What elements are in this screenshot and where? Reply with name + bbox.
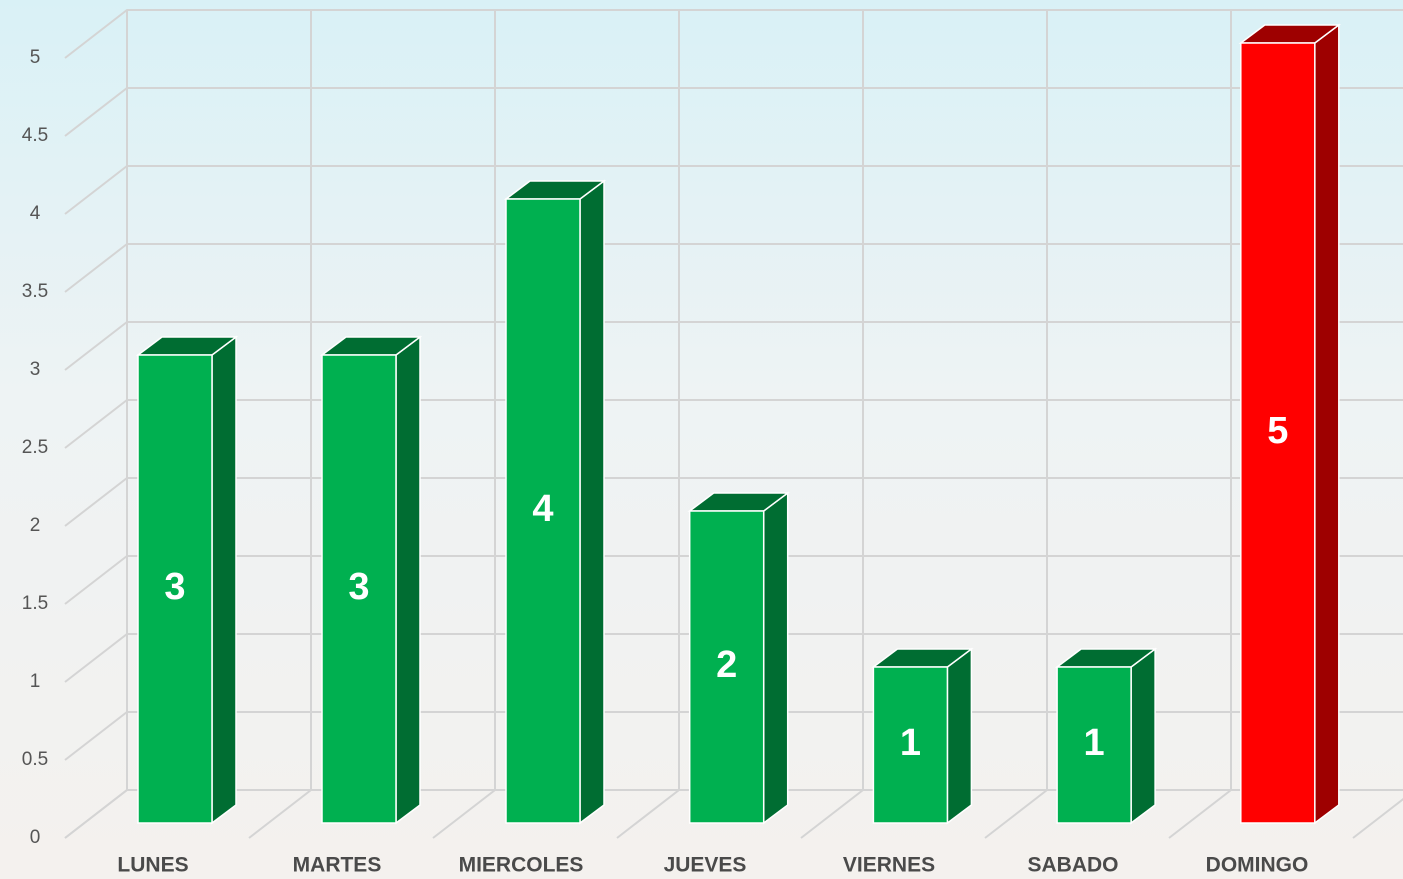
bar	[135, 335, 239, 825]
y-tick-label: 3.5	[22, 281, 48, 302]
bar	[319, 335, 423, 825]
category-grid-line	[1168, 10, 1232, 839]
y-tick-label: 1.5	[22, 593, 48, 614]
bar	[503, 179, 607, 825]
y-tick-label: 4.5	[22, 125, 48, 146]
y-tick-label: 0	[30, 827, 41, 848]
category-grid-line	[984, 10, 1048, 839]
category-grid-line	[248, 10, 312, 839]
y-tick-label: 2	[30, 515, 41, 536]
bar-side	[946, 647, 973, 825]
category-grid-line	[1352, 798, 1403, 839]
bar	[1054, 647, 1158, 825]
bar-front	[1056, 666, 1132, 824]
bar-side	[1130, 647, 1156, 825]
bar	[1238, 23, 1342, 825]
y-tick-label: 0.5	[22, 749, 48, 770]
x-tick-label: JUEVES	[664, 854, 747, 877]
bar-side	[762, 491, 789, 825]
y-tick-label: 4	[30, 203, 41, 224]
y-tick-label: 1	[30, 671, 41, 692]
bar	[687, 491, 790, 825]
value-label: 1	[900, 722, 921, 764]
x-tick-label: DOMINGO	[1206, 854, 1309, 877]
bar-front	[505, 198, 581, 824]
bar-front	[872, 666, 949, 824]
bar-front	[1240, 42, 1316, 824]
value-label: 3	[164, 566, 185, 608]
x-tick-label: VIERNES	[843, 854, 935, 877]
category-grid-line	[432, 10, 496, 839]
category-grid-line	[64, 10, 128, 839]
value-label: 1	[1084, 722, 1105, 764]
bar-side	[395, 335, 421, 825]
x-tick-label: LUNES	[117, 854, 188, 877]
bar-side	[579, 179, 605, 825]
bar	[871, 647, 974, 825]
y-tick-label: 3	[30, 359, 41, 380]
x-tick-label: MARTES	[293, 854, 382, 877]
bar-side	[211, 335, 237, 825]
x-tick-label: MIERCOLES	[459, 854, 584, 877]
category-grid-line	[616, 10, 680, 839]
value-label: 3	[348, 566, 369, 608]
bar-front	[137, 354, 213, 824]
value-label: 4	[532, 488, 553, 530]
bar-side	[1314, 23, 1340, 825]
category-grid-line	[800, 10, 864, 839]
value-label: 2	[716, 644, 737, 686]
value-label: 5	[1267, 410, 1288, 452]
y-tick-label: 5	[30, 47, 41, 68]
y-tick-label: 2.5	[22, 437, 48, 458]
bar-front	[688, 510, 765, 824]
bar-front	[321, 354, 397, 824]
x-tick-label: SABADO	[1027, 854, 1118, 877]
